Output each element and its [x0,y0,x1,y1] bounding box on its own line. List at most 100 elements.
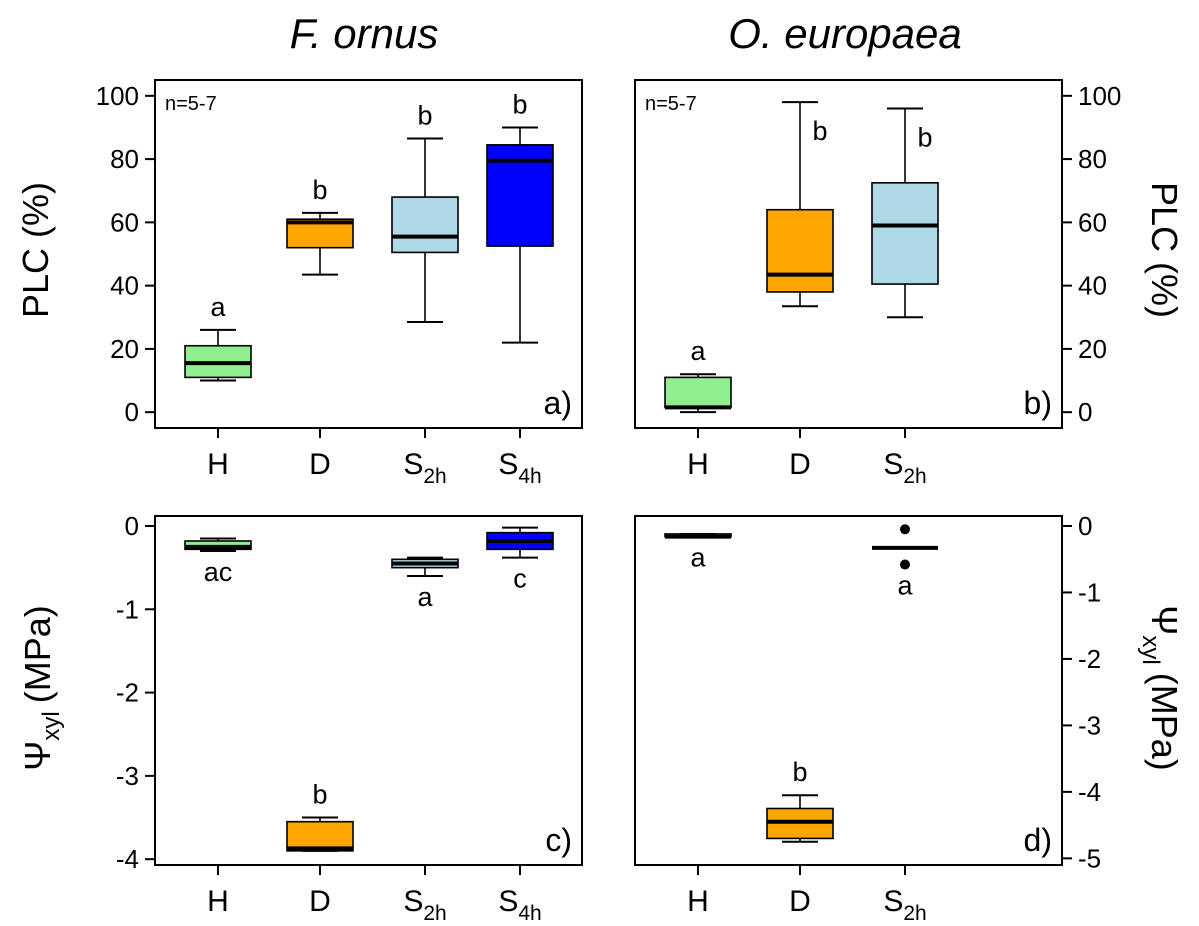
x-tick-label-2: S2h [403,885,446,925]
y-tick-label-0: 0 [125,511,139,541]
y-tick-label-3: -3 [116,761,139,791]
box-S2h: a [391,556,459,612]
ylabel-d: Ψxyl (MPa) [1137,605,1185,770]
x-tick-label-1: D [789,448,811,481]
panel-label: c) [545,822,572,858]
x-tick-label-0: H [687,885,709,918]
plot-frame [634,515,1063,866]
x-tick-main-2: S [883,885,903,918]
ylabel-d-symbol: Ψ [1144,605,1185,635]
group-letter: ac [204,557,233,587]
y-tick-label-4: 80 [1078,144,1107,174]
x-tick-main-2: S [403,885,423,918]
panel-label: d) [1024,822,1052,858]
panel-label: b) [1024,385,1052,421]
ylabel-d-unit: (MPa) [1144,673,1185,771]
box-iqr [664,376,732,409]
group-letter: b [812,116,827,146]
y-tick-label-3: 60 [1078,207,1107,237]
x-tick-label-2: S2h [403,448,446,488]
x-tick-label-2: S2h [883,885,926,925]
y-tick-label-3: 60 [110,207,139,237]
y-tick-label-2: 40 [1078,271,1107,301]
y-tick-label-0: 0 [1078,511,1092,541]
ylabel-c-symbol: Ψ [17,741,58,771]
group-letter: a [690,543,706,573]
panel-label: a) [544,385,572,421]
y-tick-label-4: -4 [1078,777,1101,807]
y-tick-label-5: 100 [1078,81,1121,111]
x-tick-label-0: H [207,448,229,481]
y-tick-label-2: -2 [116,678,139,708]
outlier-point-1 [900,559,910,570]
group-letter: b [512,89,527,119]
plot-frame [154,515,583,866]
box-H: ac [184,537,252,587]
y-tick-label-3: -3 [1078,710,1101,740]
ylabel-a: PLC (%) [15,182,56,318]
ylabel-c-sub: xyl [38,711,65,740]
y-tick-label-2: 40 [110,271,139,301]
group-letter: c [513,564,527,594]
y-tick-label-0: 0 [125,397,139,427]
group-letter: b [417,101,432,131]
group-letter: b [917,122,932,152]
box-S2h: b [391,101,459,324]
outlier-point-0 [900,524,910,535]
sample-size-note: n=5-7 [645,93,697,115]
ylabel-c-unit: (MPa) [17,605,58,703]
y-tick-label-1: 20 [1078,334,1107,364]
y-tick-label-0: 0 [1078,397,1092,427]
plot-frame [634,79,1063,429]
box-iqr [391,196,459,254]
x-tick-main-3: S [498,885,518,918]
title-left: F. ornus [290,10,439,57]
ylabel-b: PLC (%) [1144,182,1185,318]
ylabel-c: Ψxyl (MPa) [17,605,65,770]
group-letter: b [312,175,327,205]
x-tick-sub-3: 4h [518,902,541,925]
y-tick-label-1: 20 [110,334,139,364]
x-tick-label-0: H [207,885,229,918]
x-tick-main-2: S [403,448,423,481]
y-tick-label-1: -1 [1078,577,1101,607]
box-S2h: b [871,107,939,319]
box-H: a [664,336,732,414]
x-tick-label-3: S4h [498,885,541,925]
y-tick-label-2: -2 [1078,644,1101,674]
box-S2h: a [872,524,938,601]
ylabel-d-sub: xyl [1137,635,1164,664]
x-tick-label-0: H [687,448,709,481]
box-D: b [286,175,354,276]
box-iqr [766,208,834,293]
group-letter: b [792,757,807,787]
x-tick-label-2: S2h [883,448,926,488]
group-letter: a [210,292,226,322]
group-letter: a [897,571,913,601]
group-letter: a [417,582,433,612]
title-right: O. europaea [728,10,962,57]
sample-size-note: n=5-7 [165,93,217,115]
y-tick-label-1: -1 [116,594,139,624]
box-H: a [664,532,732,573]
y-tick-label-4: -4 [116,844,139,874]
x-tick-label-1: D [789,885,811,918]
box-S4h: c [486,526,554,594]
panel-d: 0 -1 -2 -3 -4 -5 H D S2h d) a b a [634,511,1101,925]
box-D: b [286,780,354,852]
y-tick-label-5: -5 [1078,843,1101,873]
x-tick-label-1: D [309,885,331,918]
box-iqr [871,182,939,285]
x-tick-main-2: S [883,448,903,481]
box-H: a [184,292,252,382]
y-tick-label-4: 80 [110,144,139,174]
box-D: b [766,757,834,843]
plot-frame [154,79,583,429]
box-S4h: b [486,89,554,344]
box-iqr [286,820,354,852]
x-tick-sub-2: 2h [903,465,926,488]
panel-b: 0 20 40 60 80 100 H D S2h n=5-7 b) a b b [634,79,1121,488]
